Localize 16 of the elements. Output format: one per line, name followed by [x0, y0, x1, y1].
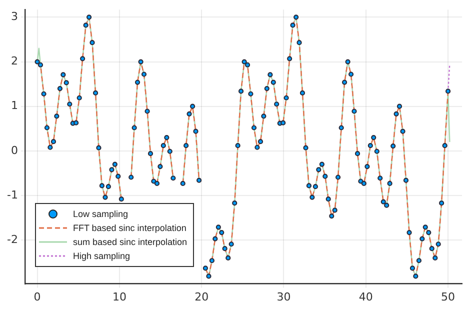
x-tick-label: 0	[34, 290, 41, 304]
y-tick-label: -1	[7, 188, 18, 202]
x-tick-label: 30	[276, 290, 291, 304]
x-tick-label: 10	[112, 290, 126, 304]
legend-label: Low sampling	[72, 208, 128, 221]
y-tick-label: 2	[10, 54, 18, 68]
y-tick-label: 3	[10, 10, 18, 24]
legend-label: High sampling	[72, 250, 130, 263]
x-tick-label: 20	[194, 290, 209, 304]
x-tick-label: 40	[358, 290, 373, 304]
y-tick-label: 0	[10, 144, 18, 157]
legend-label: FFT based sinc interpolation	[72, 222, 186, 235]
y-tick-label: -2	[7, 232, 18, 246]
x-tick-label: 50	[441, 290, 456, 304]
y-tick-label: 1	[10, 99, 18, 112]
legend-label: sum based sinc interpolation	[72, 236, 188, 249]
